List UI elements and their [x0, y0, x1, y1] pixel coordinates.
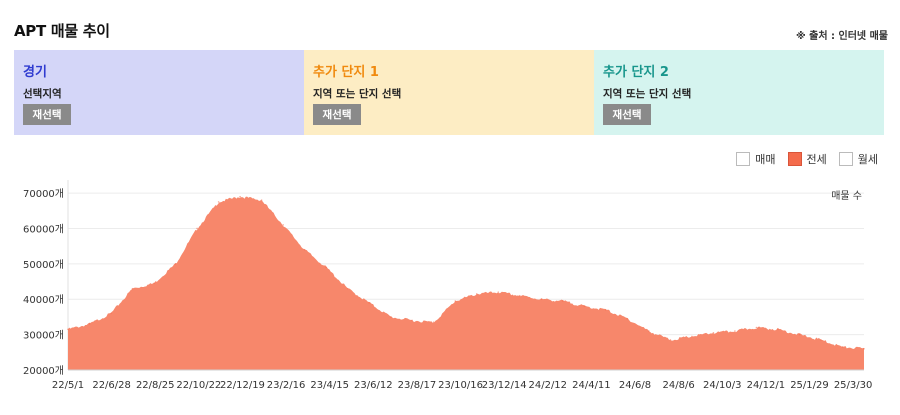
data-point	[540, 298, 543, 301]
x-tick-label: 24/4/11	[572, 380, 611, 391]
legend-checkbox[interactable]	[736, 152, 751, 166]
chart-legend: 매매 전세 월세	[724, 150, 878, 168]
data-point	[605, 309, 607, 311]
legend-item-monthly-rent[interactable]: 월세	[838, 151, 878, 167]
page-title: APT 매물 추이	[14, 22, 110, 40]
x-tick-label: 22/12/19	[220, 380, 265, 391]
panel-title: 경기	[23, 65, 47, 80]
x-tick-label: 23/2/16	[267, 380, 306, 391]
x-tick-label: 23/10/16	[438, 380, 483, 391]
x-tick-label: 23/12/14	[482, 380, 527, 391]
legend-item-jeonse[interactable]: 전세	[787, 151, 827, 167]
data-point	[131, 287, 134, 290]
data-point	[260, 199, 263, 201]
data-point	[712, 332, 715, 334]
area-series-jeonse	[68, 196, 864, 370]
x-tick-label: 23/6/12	[354, 380, 393, 391]
x-tick-label: 24/6/8	[619, 380, 651, 391]
data-point	[303, 248, 306, 251]
listing-trend-chart: 70000개 60000개 50000개 40000개 30000개 20000개 22/5…	[23, 180, 873, 391]
selection-panels: 경기 선택지역 재선택 추가 단지 1 지역 또는 단지 선택 재선택 추가 단…	[14, 50, 884, 135]
panel-subtitle[interactable]: 지역 또는 단지 선택	[603, 88, 692, 100]
data-point	[239, 195, 241, 198]
reselect-button[interactable]: 재선택	[313, 104, 361, 125]
data-point	[217, 201, 220, 203]
x-tick-label: 24/10/3	[703, 380, 742, 391]
x-tick-label: 24/12/1	[747, 380, 786, 391]
legend-checkbox[interactable]	[787, 152, 802, 166]
y-tick-label: 30000개	[23, 330, 64, 342]
y-tick-label: 20000개	[23, 365, 64, 377]
data-point	[282, 224, 284, 226]
x-tick-label: 23/8/17	[398, 380, 437, 391]
y-tick-label: 40000개	[23, 294, 64, 306]
y-tick-label: 70000개	[23, 188, 64, 200]
x-tick-label: 22/8/25	[136, 380, 175, 391]
data-point	[863, 347, 865, 350]
panel-subtitle: 선택지역	[23, 88, 62, 100]
panel-region: 경기 선택지역 재선택	[14, 50, 304, 135]
x-tick-label: 22/10/22	[176, 380, 221, 391]
data-point	[626, 317, 629, 320]
data-point	[454, 300, 457, 302]
x-tick-label: 24/8/6	[663, 380, 695, 391]
data-point	[648, 330, 650, 332]
legend-item-sale[interactable]: 매매	[736, 151, 776, 167]
data-point	[820, 339, 822, 341]
legend-label: 월세	[857, 153, 878, 166]
data-point	[368, 301, 370, 304]
data-point	[389, 316, 392, 318]
x-tick-label: 25/3/30	[834, 380, 873, 391]
data-point	[777, 328, 779, 331]
data-point	[174, 263, 177, 265]
data-point	[691, 335, 693, 338]
x-tick-label: 24/2/12	[528, 380, 567, 391]
panel-title: 추가 단지 1	[313, 65, 379, 80]
reselect-button[interactable]: 재선택	[603, 104, 651, 125]
x-tick-label: 23/4/15	[310, 380, 349, 391]
data-point	[432, 321, 435, 324]
legend-label: 전세	[806, 153, 827, 166]
data-point	[346, 287, 349, 290]
data-point	[196, 227, 198, 230]
data-point	[562, 300, 564, 302]
panel-extra-complex-1: 추가 단지 1 지역 또는 단지 선택 재선택	[304, 50, 594, 135]
header: APT 매물 추이 ※ 출처 : 인터넷 매물	[0, 0, 900, 50]
data-point	[518, 294, 521, 297]
data-point	[325, 266, 327, 269]
y-tick-label: 60000개	[23, 223, 64, 235]
data-point	[841, 346, 844, 348]
data-point	[153, 282, 155, 285]
series-annotation: 매물 수	[831, 190, 862, 202]
data-point	[110, 312, 112, 315]
legend-checkbox[interactable]	[838, 152, 853, 166]
data-point	[669, 339, 672, 341]
y-tick-label: 50000개	[23, 259, 64, 271]
legend-label: 매매	[755, 153, 776, 166]
x-tick-label: 25/1/29	[790, 380, 829, 391]
data-point	[583, 305, 586, 308]
data-point	[67, 328, 69, 331]
data-point	[755, 326, 758, 329]
data-point	[475, 293, 478, 295]
source-note: ※ 출처 : 인터넷 매물	[795, 31, 888, 42]
panel-title: 추가 단지 2	[603, 65, 669, 80]
panel-subtitle[interactable]: 지역 또는 단지 선택	[313, 88, 402, 100]
data-point	[798, 333, 801, 336]
data-point	[411, 319, 414, 322]
panel-extra-complex-2: 추가 단지 2 지역 또는 단지 선택 재선택	[594, 50, 884, 135]
x-tick-label: 22/5/1	[52, 380, 84, 391]
reselect-button[interactable]: 재선택	[23, 104, 71, 125]
data-point	[88, 323, 91, 325]
data-point	[497, 291, 500, 293]
x-tick-label: 22/6/28	[92, 380, 131, 391]
data-point	[734, 330, 736, 332]
